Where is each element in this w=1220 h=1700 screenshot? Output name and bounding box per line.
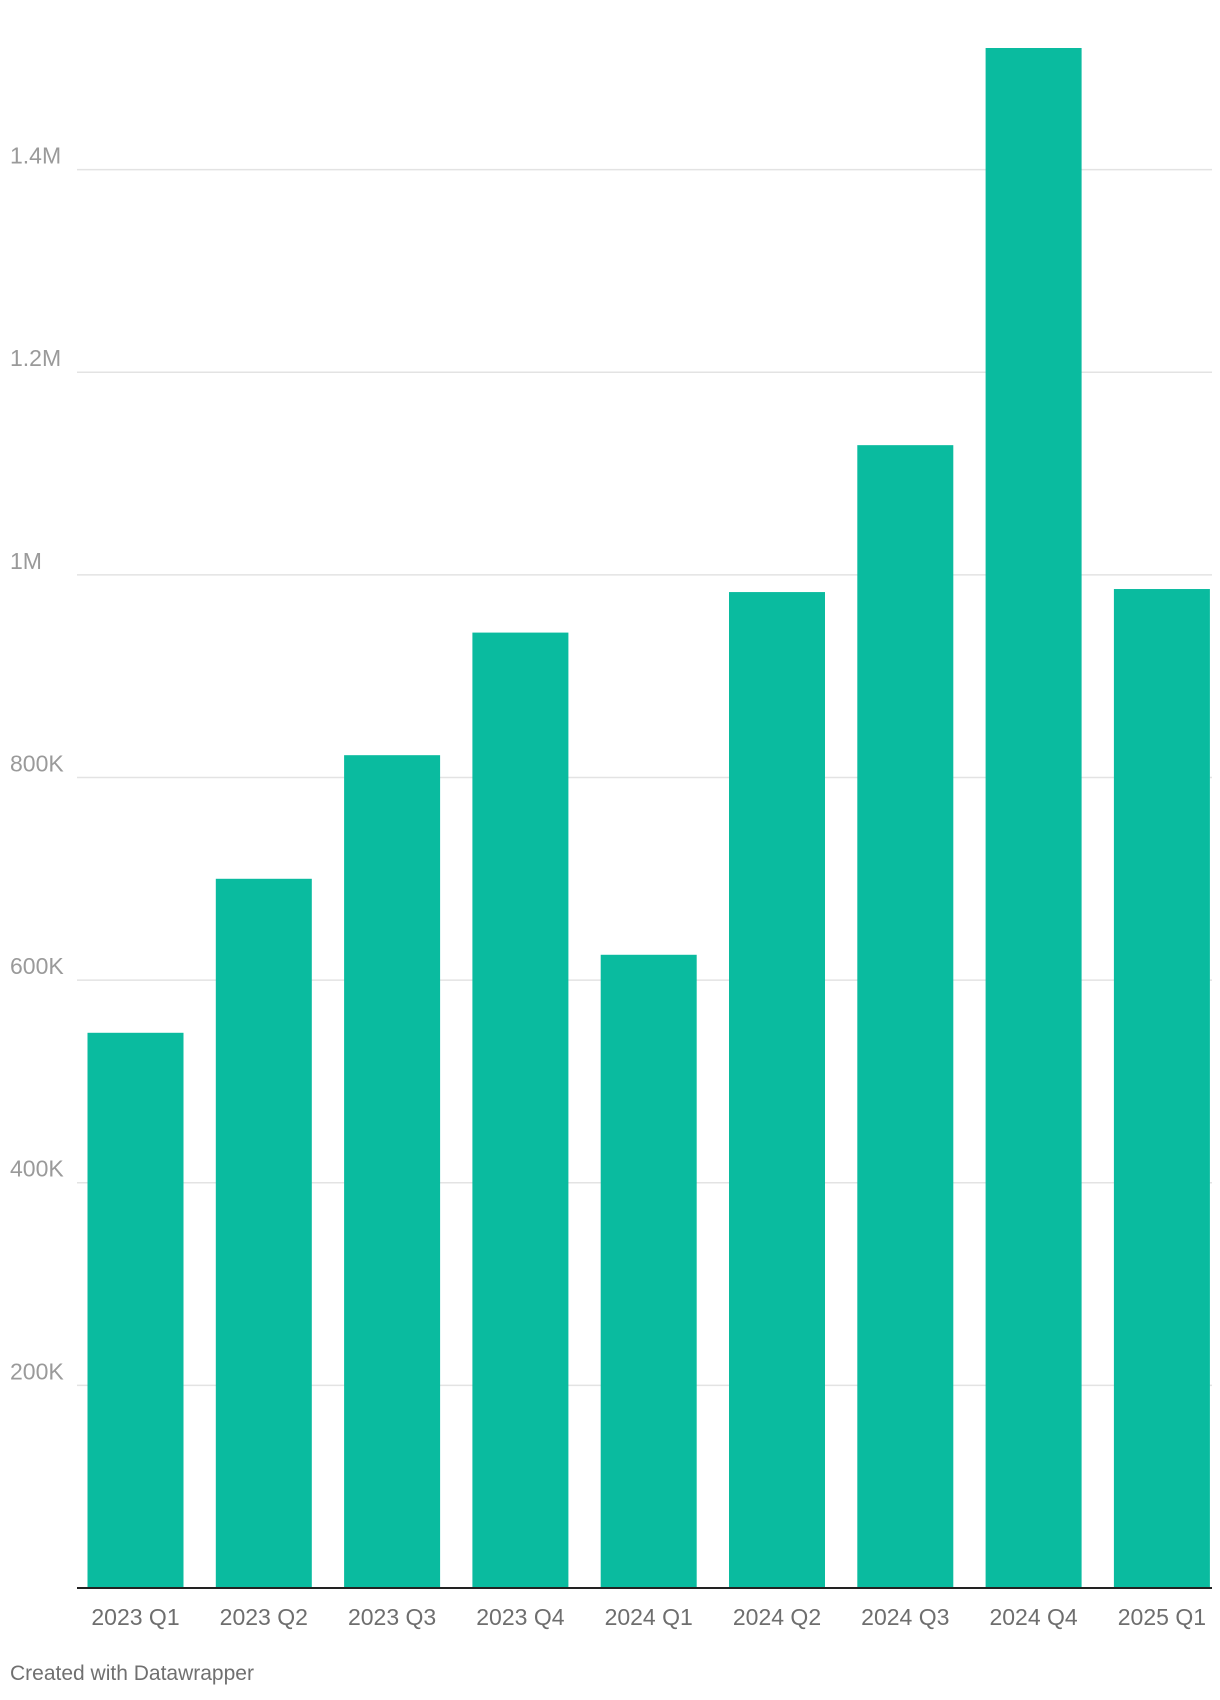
x-tick-label: 2023 Q4 xyxy=(476,1604,564,1630)
bar xyxy=(729,592,825,1588)
bar xyxy=(87,1032,184,1588)
y-tick-label: 1M xyxy=(10,548,42,574)
y-tick-label: 1.2M xyxy=(10,345,61,371)
bar xyxy=(1113,589,1210,1588)
x-tick-label: 2023 Q2 xyxy=(220,1604,308,1630)
y-axis-ticks: 200K 400K 600K 800K 1M 1.2M 1.4M xyxy=(10,143,64,1385)
y-tick-label: 1.4M xyxy=(10,143,61,169)
x-tick-label: 2025 Q1 xyxy=(1118,1604,1206,1630)
footer-credit: Created with Datawrapper xyxy=(10,1662,254,1685)
y-tick-label: 800K xyxy=(10,750,64,776)
bar xyxy=(985,48,1082,1588)
x-axis-ticks: 2023 Q1 2023 Q2 2023 Q3 2023 Q4 2024 Q1 2024 … xyxy=(91,1604,1206,1630)
x-tick-label: 2023 Q1 xyxy=(91,1604,179,1630)
bars xyxy=(87,48,1210,1588)
x-tick-label: 2024 Q4 xyxy=(989,1604,1077,1630)
bar xyxy=(344,755,441,1588)
x-tick-label: 2024 Q1 xyxy=(605,1604,693,1630)
x-tick-label: 2024 Q3 xyxy=(861,1604,949,1630)
bar xyxy=(472,632,569,1588)
y-tick-label: 600K xyxy=(10,953,64,979)
bar xyxy=(857,445,954,1588)
bar xyxy=(600,954,697,1588)
bar xyxy=(215,878,312,1588)
y-tick-label: 200K xyxy=(10,1358,64,1384)
x-tick-label: 2024 Q2 xyxy=(733,1604,821,1630)
y-tick-label: 400K xyxy=(10,1156,64,1182)
x-tick-label: 2023 Q3 xyxy=(348,1604,436,1630)
